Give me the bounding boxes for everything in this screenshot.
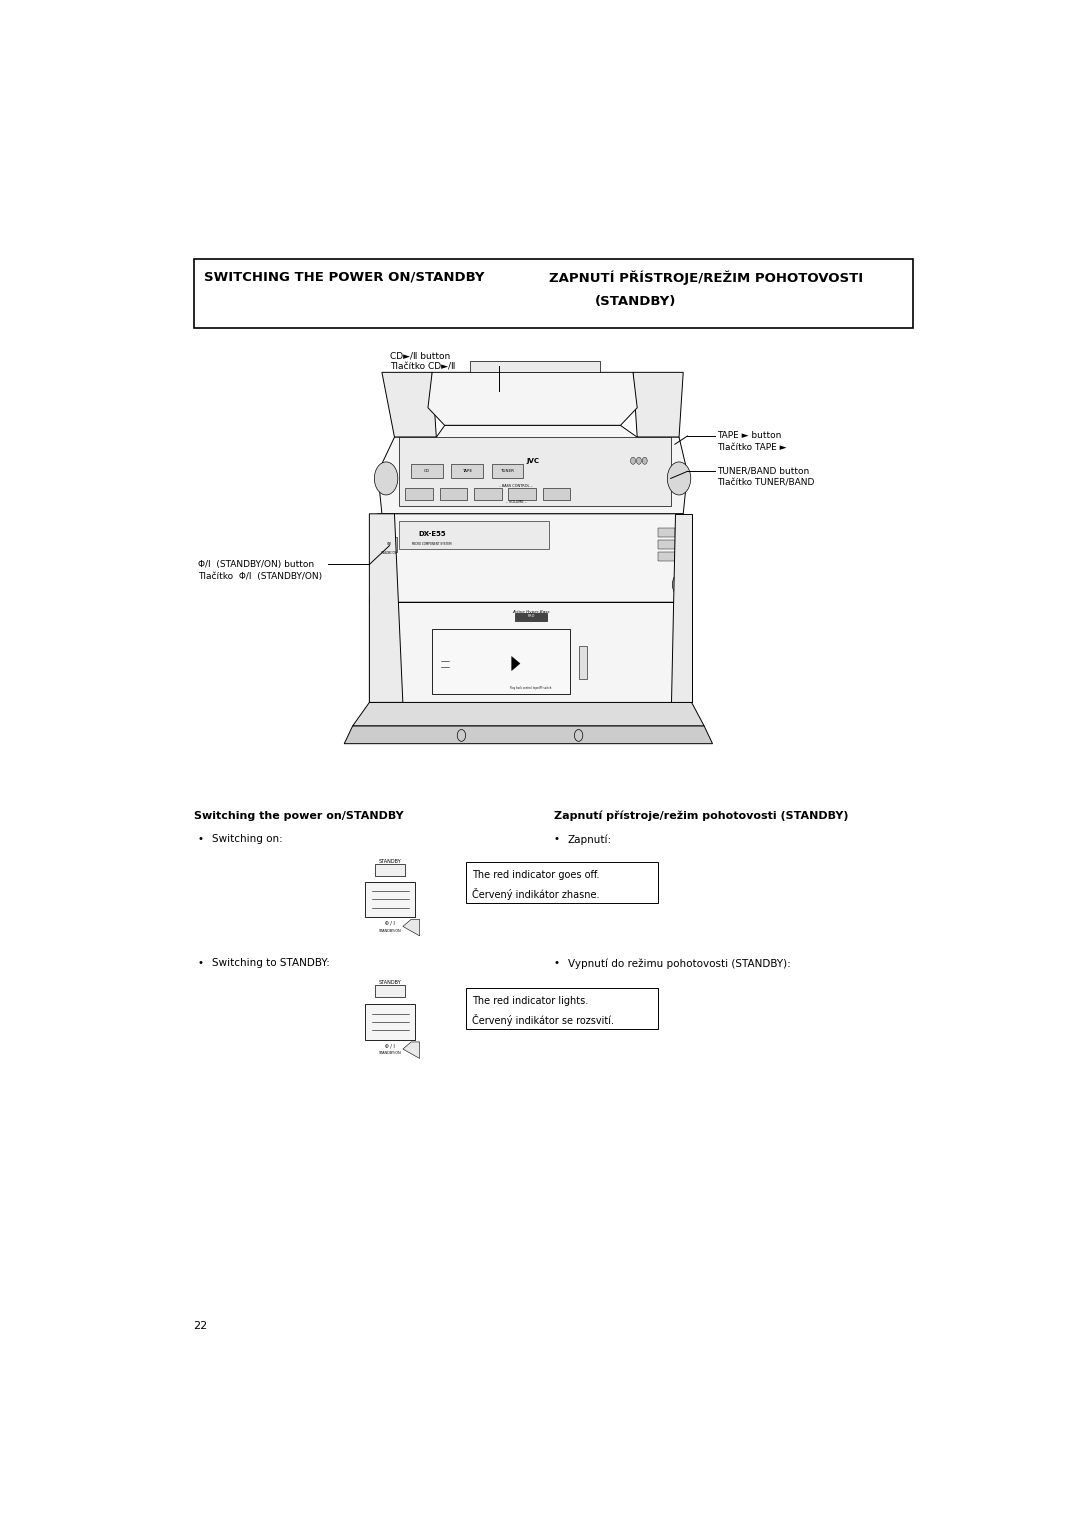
Text: (STANDBY): (STANDBY) [595,294,677,308]
Polygon shape [633,372,684,438]
Bar [509,488,536,499]
Polygon shape [369,602,691,703]
Bar [382,537,397,551]
Bar [365,1004,416,1040]
Bar [411,464,443,478]
Bar [658,551,675,560]
Text: •: • [198,958,204,968]
Bar [474,488,501,499]
Bar [465,987,658,1029]
Circle shape [643,458,647,464]
Bar [491,464,524,478]
Text: •: • [554,958,559,968]
Text: Vypnutí do režimu pohotovosti (STANDBY):: Vypnutí do režimu pohotovosti (STANDBY): [568,958,791,969]
Text: The red indicator lights.: The red indicator lights. [472,997,589,1006]
Text: Φ / I: Φ / I [386,1043,395,1049]
Polygon shape [369,514,691,602]
Text: Active Hyper-Bass: Active Hyper-Bass [512,609,550,614]
Text: MICRO COMPONENT SYSTEM: MICRO COMPONENT SYSTEM [413,542,451,547]
Text: CD►/Ⅱ button: CD►/Ⅱ button [390,351,450,360]
Bar [658,540,675,550]
Text: STANDBY/ON: STANDBY/ON [379,929,402,932]
Polygon shape [671,514,691,703]
Text: 22: 22 [193,1321,207,1332]
Text: Tlačítko TUNER/BAND: Tlačítko TUNER/BAND [717,478,814,487]
Text: STANDBY/ON: STANDBY/ON [381,551,397,554]
Bar [193,259,914,328]
Text: The red indicator goes off.: The red indicator goes off. [472,870,599,880]
Bar [542,488,570,499]
Text: – BASS CONTROL –: – BASS CONTROL – [499,484,532,487]
Text: TAPE: TAPE [462,470,472,473]
Text: STANDBY: STANDBY [379,980,402,986]
Text: Tlačítko TAPE ►: Tlačítko TAPE ► [717,442,786,452]
Text: Switching on:: Switching on: [212,834,283,845]
Text: SWITCHING THE POWER ON/STANDBY: SWITCHING THE POWER ON/STANDBY [204,271,484,283]
Bar [451,464,483,478]
Text: JVC: JVC [526,458,539,464]
Text: Zapnutí přístroje/režim pohotovosti (STANDBY): Zapnutí přístroje/režim pohotovosti (STA… [554,811,848,821]
Text: Switching the power on/STANDBY: Switching the power on/STANDBY [193,811,403,821]
Text: Switching to STANDBY:: Switching to STANDBY: [212,958,329,968]
Bar [399,521,550,550]
Circle shape [636,458,642,464]
Polygon shape [512,657,521,671]
Text: STANDBY: STANDBY [379,859,402,863]
Circle shape [375,462,397,495]
Text: Červený indikátor se rozsvití.: Červený indikátor se rozsvití. [472,1014,615,1026]
Polygon shape [428,372,637,426]
Bar [399,438,671,505]
Bar [658,528,675,537]
Text: Φ/I: Φ/I [387,542,392,547]
Polygon shape [378,426,688,514]
Text: Φ / I: Φ / I [386,920,395,926]
Text: Play back control, tape/RF switch: Play back control, tape/RF switch [510,686,552,690]
Bar [375,863,405,876]
Text: Tlačítko CD►/Ⅱ: Tlačítko CD►/Ⅱ [390,363,456,372]
Text: DX-E55: DX-E55 [418,531,446,537]
Text: CD: CD [424,470,430,473]
Text: TUNER: TUNER [500,470,514,473]
Text: •: • [554,834,559,845]
Polygon shape [369,514,403,703]
Bar [465,862,658,903]
Polygon shape [345,726,713,744]
Text: – VOLUME –: – VOLUME – [505,501,526,504]
Text: TUNER/BAND button: TUNER/BAND button [717,467,809,476]
Polygon shape [470,361,599,372]
Circle shape [667,462,691,495]
Bar [375,986,405,997]
Text: Červený indikátor zhasne.: Červený indikátor zhasne. [472,888,599,900]
Text: Tlačítko  Φ/I  (STANDBY/ON): Tlačítko Φ/I (STANDBY/ON) [198,571,322,580]
Text: PRO: PRO [527,614,535,619]
Text: •: • [198,834,204,845]
Bar [432,629,570,694]
Bar [440,488,468,499]
Bar [515,612,546,622]
Bar [579,646,588,678]
Polygon shape [403,919,419,935]
Text: STANDBY/ON: STANDBY/ON [379,1052,402,1055]
Polygon shape [403,1043,419,1058]
Circle shape [673,573,689,597]
Polygon shape [352,703,704,726]
Text: TAPE ► button: TAPE ► button [717,432,781,441]
Text: Zapnutí:: Zapnutí: [568,834,612,845]
Text: Φ/I  (STANDBY/ON) button: Φ/I (STANDBY/ON) button [198,560,314,570]
Polygon shape [382,372,436,438]
Text: ZAPNUTÍ PŘÍSTROJE/REŽIM POHOTOVOSTI: ZAPNUTÍ PŘÍSTROJE/REŽIM POHOTOVOSTI [550,271,863,285]
Bar [405,488,433,499]
Circle shape [631,458,635,464]
Bar [365,882,416,917]
